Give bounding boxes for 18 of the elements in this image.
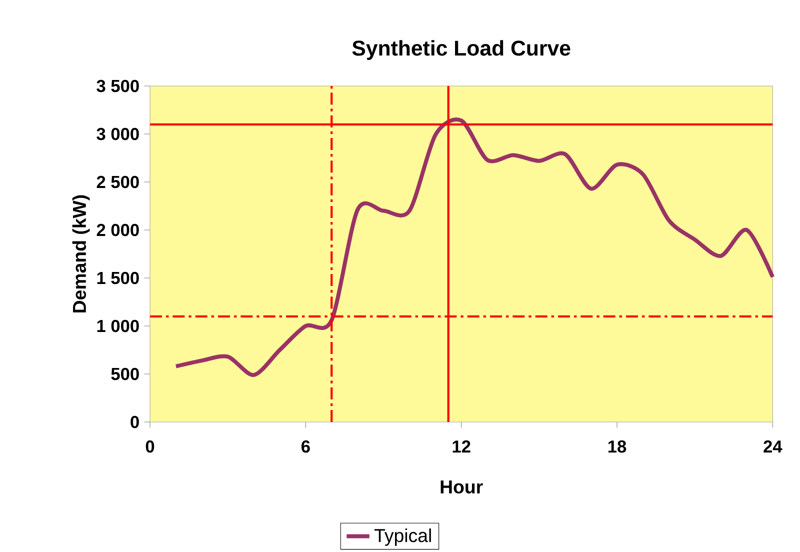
y-tick-label: 2 000	[96, 224, 139, 236]
y-tick-label: 2 500	[96, 176, 139, 188]
y-tick-label: 3 500	[96, 80, 139, 92]
x-tick-label: 6	[301, 440, 310, 453]
x-tick-label: 18	[608, 440, 626, 453]
y-tick-label: 500	[111, 368, 139, 380]
y-tick-label: 1 500	[97, 272, 139, 284]
y-tick-label: 0	[130, 416, 139, 428]
legend-label: Typical	[374, 528, 431, 546]
x-axis-title: Hour	[440, 480, 483, 494]
chart-title: Synthetic Load Curve	[352, 40, 570, 60]
x-tick-label: 0	[146, 440, 154, 453]
y-tick-label: 3 000	[96, 128, 139, 140]
y-axis-title: Demand (kW)	[72, 195, 90, 312]
line-series	[174, 118, 775, 377]
x-tick-label: 24	[764, 440, 782, 452]
x-tick-label: 12	[452, 440, 470, 452]
y-tick-label: 1 000	[97, 320, 139, 332]
